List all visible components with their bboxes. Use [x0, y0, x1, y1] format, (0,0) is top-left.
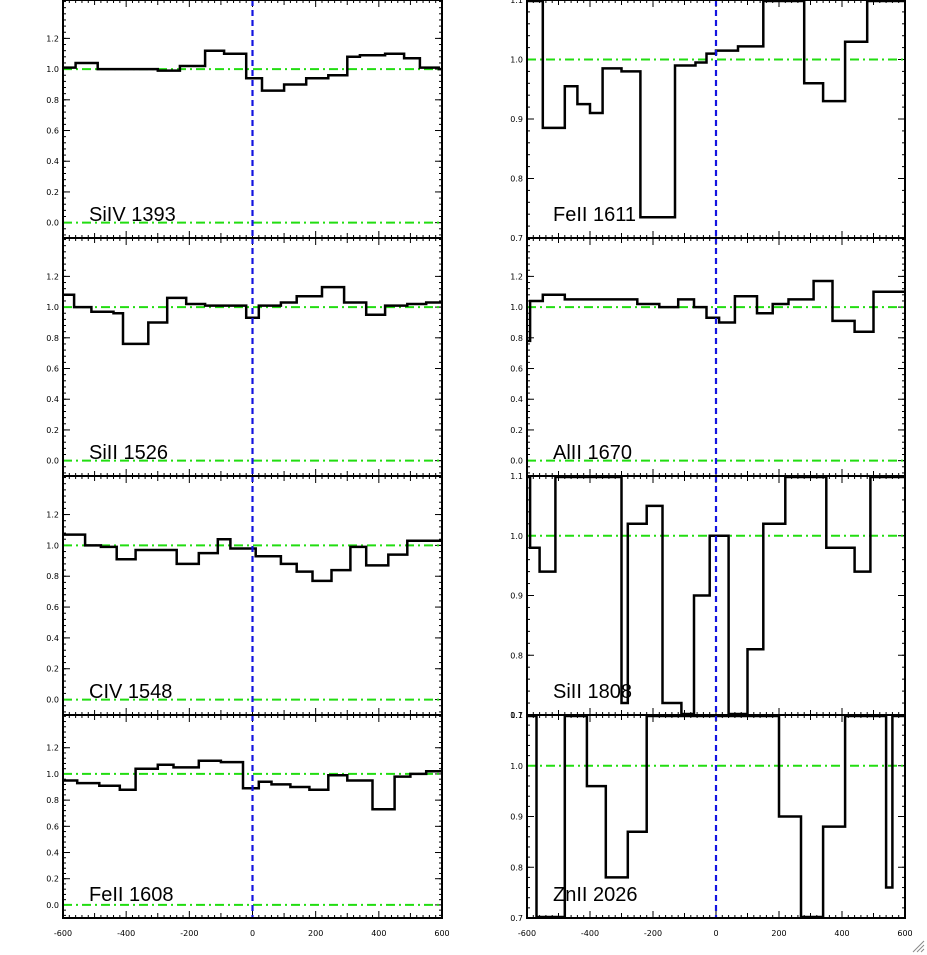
x-tick-label: 0 [713, 929, 718, 938]
x-tick-label: -400 [117, 929, 135, 938]
x-tick-label: -200 [644, 929, 662, 938]
y-tick-label: 0.9 [510, 592, 523, 601]
y-tick-label: 0.6 [46, 127, 59, 136]
y-tick-label: 0.8 [46, 572, 59, 581]
panel-p1: 0.0 0.2 0.4 0.6 0.8 1.0 1.2 SiIV 1393 [46, 0, 443, 239]
x-tick-label: -600 [54, 929, 72, 938]
y-tick-label: 1.2 [46, 744, 59, 753]
y-tick-label: 0.9 [510, 115, 523, 124]
y-tick-label: 1.0 [510, 532, 523, 541]
panel-p5: 0.0 0.2 0.4 0.6 0.8 1.0 1.2 CIV 1548 [46, 475, 443, 716]
y-tick-label: 1.2 [510, 272, 523, 281]
y-tick-label: 0.7 [510, 914, 523, 923]
y-tick-label: 0.4 [46, 634, 59, 643]
panel-frame [62, 714, 443, 919]
y-tick-label: 0.7 [510, 234, 523, 243]
y-tick-label: 0.2 [46, 665, 59, 674]
spectrum-histogram [63, 49, 442, 92]
y-tick-label: 0.0 [46, 457, 59, 466]
panel-p2: 0.7 0.8 0.9 1.0 1.1 FeII 1611 [510, 0, 906, 243]
y-tick-label: 0.4 [510, 395, 523, 404]
y-tick-label: 1.0 [510, 56, 523, 65]
y-tick-label: 0.8 [46, 334, 59, 343]
panel-p8: 0.7 0.8 0.9 1.0 1.1 ZnII 2026 [510, 711, 906, 923]
ion-label: SiII 1526 [89, 442, 168, 464]
y-tick-label: 1.1 [510, 711, 523, 720]
x-tick-label: 200 [308, 929, 323, 938]
y-tick-label: 0.0 [46, 219, 59, 228]
y-tick-label: 1.0 [46, 770, 59, 779]
y-tick-label: 0.0 [46, 696, 59, 705]
ion-label: CIV 1548 [89, 681, 172, 703]
y-tick-label: 0.4 [46, 849, 59, 858]
y-tick-label: 1.0 [46, 541, 59, 550]
y-tick-label: 0.2 [46, 875, 59, 884]
y-tick-label: 1.0 [46, 303, 59, 312]
panel-p7: 0.0 0.2 0.4 0.6 0.8 1.0 1.2 FeII 1608 [46, 714, 443, 919]
x-tick-label: -200 [180, 929, 198, 938]
ion-label: FeII 1608 [89, 884, 174, 906]
spectrum-histogram [63, 759, 442, 811]
y-tick-label: 0.6 [46, 822, 59, 831]
y-tick-label: 1.2 [46, 34, 59, 43]
y-tick-label: 0.8 [46, 96, 59, 105]
x-tick-label: 600 [897, 929, 912, 938]
panel-p4: 0.0 0.2 0.4 0.6 0.8 1.0 1.2 AlII 1670 [510, 237, 906, 477]
ion-label: AlII 1670 [553, 442, 632, 464]
x-tick-label: 400 [371, 929, 386, 938]
y-tick-label: 0.0 [510, 457, 523, 466]
panel-frame [526, 714, 906, 919]
y-tick-label: 0.2 [46, 188, 59, 197]
spectrum-histogram [527, 0, 905, 219]
ion-label: SiII 1808 [553, 681, 632, 703]
y-tick-label: 0.0 [46, 901, 59, 910]
y-tick-label: 1.0 [46, 65, 59, 74]
x-axis-layer: -600 -400 -200 0 200 400 600 -600 -400 -200 0 200 40… [54, 929, 913, 938]
y-tick-label: 0.6 [510, 365, 523, 374]
x-tick-label: 400 [834, 929, 849, 938]
y-tick-label: 0.8 [46, 796, 59, 805]
y-tick-label: 1.1 [510, 472, 523, 481]
spectrum-histogram [63, 285, 442, 346]
y-tick-label: 0.7 [510, 711, 523, 720]
x-tick-label: -400 [581, 929, 599, 938]
x-tick-label: -600 [518, 929, 536, 938]
y-tick-label: 0.8 [510, 651, 523, 660]
y-tick-label: 1.1 [510, 0, 523, 5]
y-tick-label: 1.0 [510, 303, 523, 312]
y-tick-label: 1.2 [46, 272, 59, 281]
y-tick-label: 0.8 [510, 175, 523, 184]
y-tick-label: 0.6 [46, 603, 59, 612]
y-tick-label: 0.2 [46, 426, 59, 435]
ion-label: ZnII 2026 [553, 884, 638, 906]
y-tick-label: 0.4 [46, 395, 59, 404]
ion-label: SiIV 1393 [89, 204, 176, 226]
panel-p6: 0.7 0.8 0.9 1.0 1.1 SiII 1808 [510, 472, 906, 720]
spectrum-histogram [63, 533, 442, 583]
y-tick-label: 0.8 [510, 863, 523, 872]
panels-layer: 0.0 0.2 0.4 0.6 0.8 1.0 1.2 SiIV 1393 0.7 0.8 0.9 1… [46, 0, 906, 923]
panel-p3: 0.0 0.2 0.4 0.6 0.8 1.0 1.2 SiII 1526 [46, 237, 443, 477]
resize-grip-icon[interactable] [911, 939, 925, 953]
x-tick-label: 200 [771, 929, 786, 938]
x-tick-label: 600 [434, 929, 449, 938]
y-tick-label: 1.2 [46, 511, 59, 520]
y-tick-label: 0.6 [46, 365, 59, 374]
y-tick-label: 1.0 [510, 762, 523, 771]
spectrum-histogram [527, 279, 905, 343]
x-tick-label: 0 [250, 929, 255, 938]
ion-label: FeII 1611 [553, 204, 636, 226]
y-tick-label: 0.4 [46, 157, 59, 166]
y-tick-label: 0.2 [510, 426, 523, 435]
y-tick-label: 0.9 [510, 813, 523, 822]
y-tick-label: 0.8 [510, 334, 523, 343]
